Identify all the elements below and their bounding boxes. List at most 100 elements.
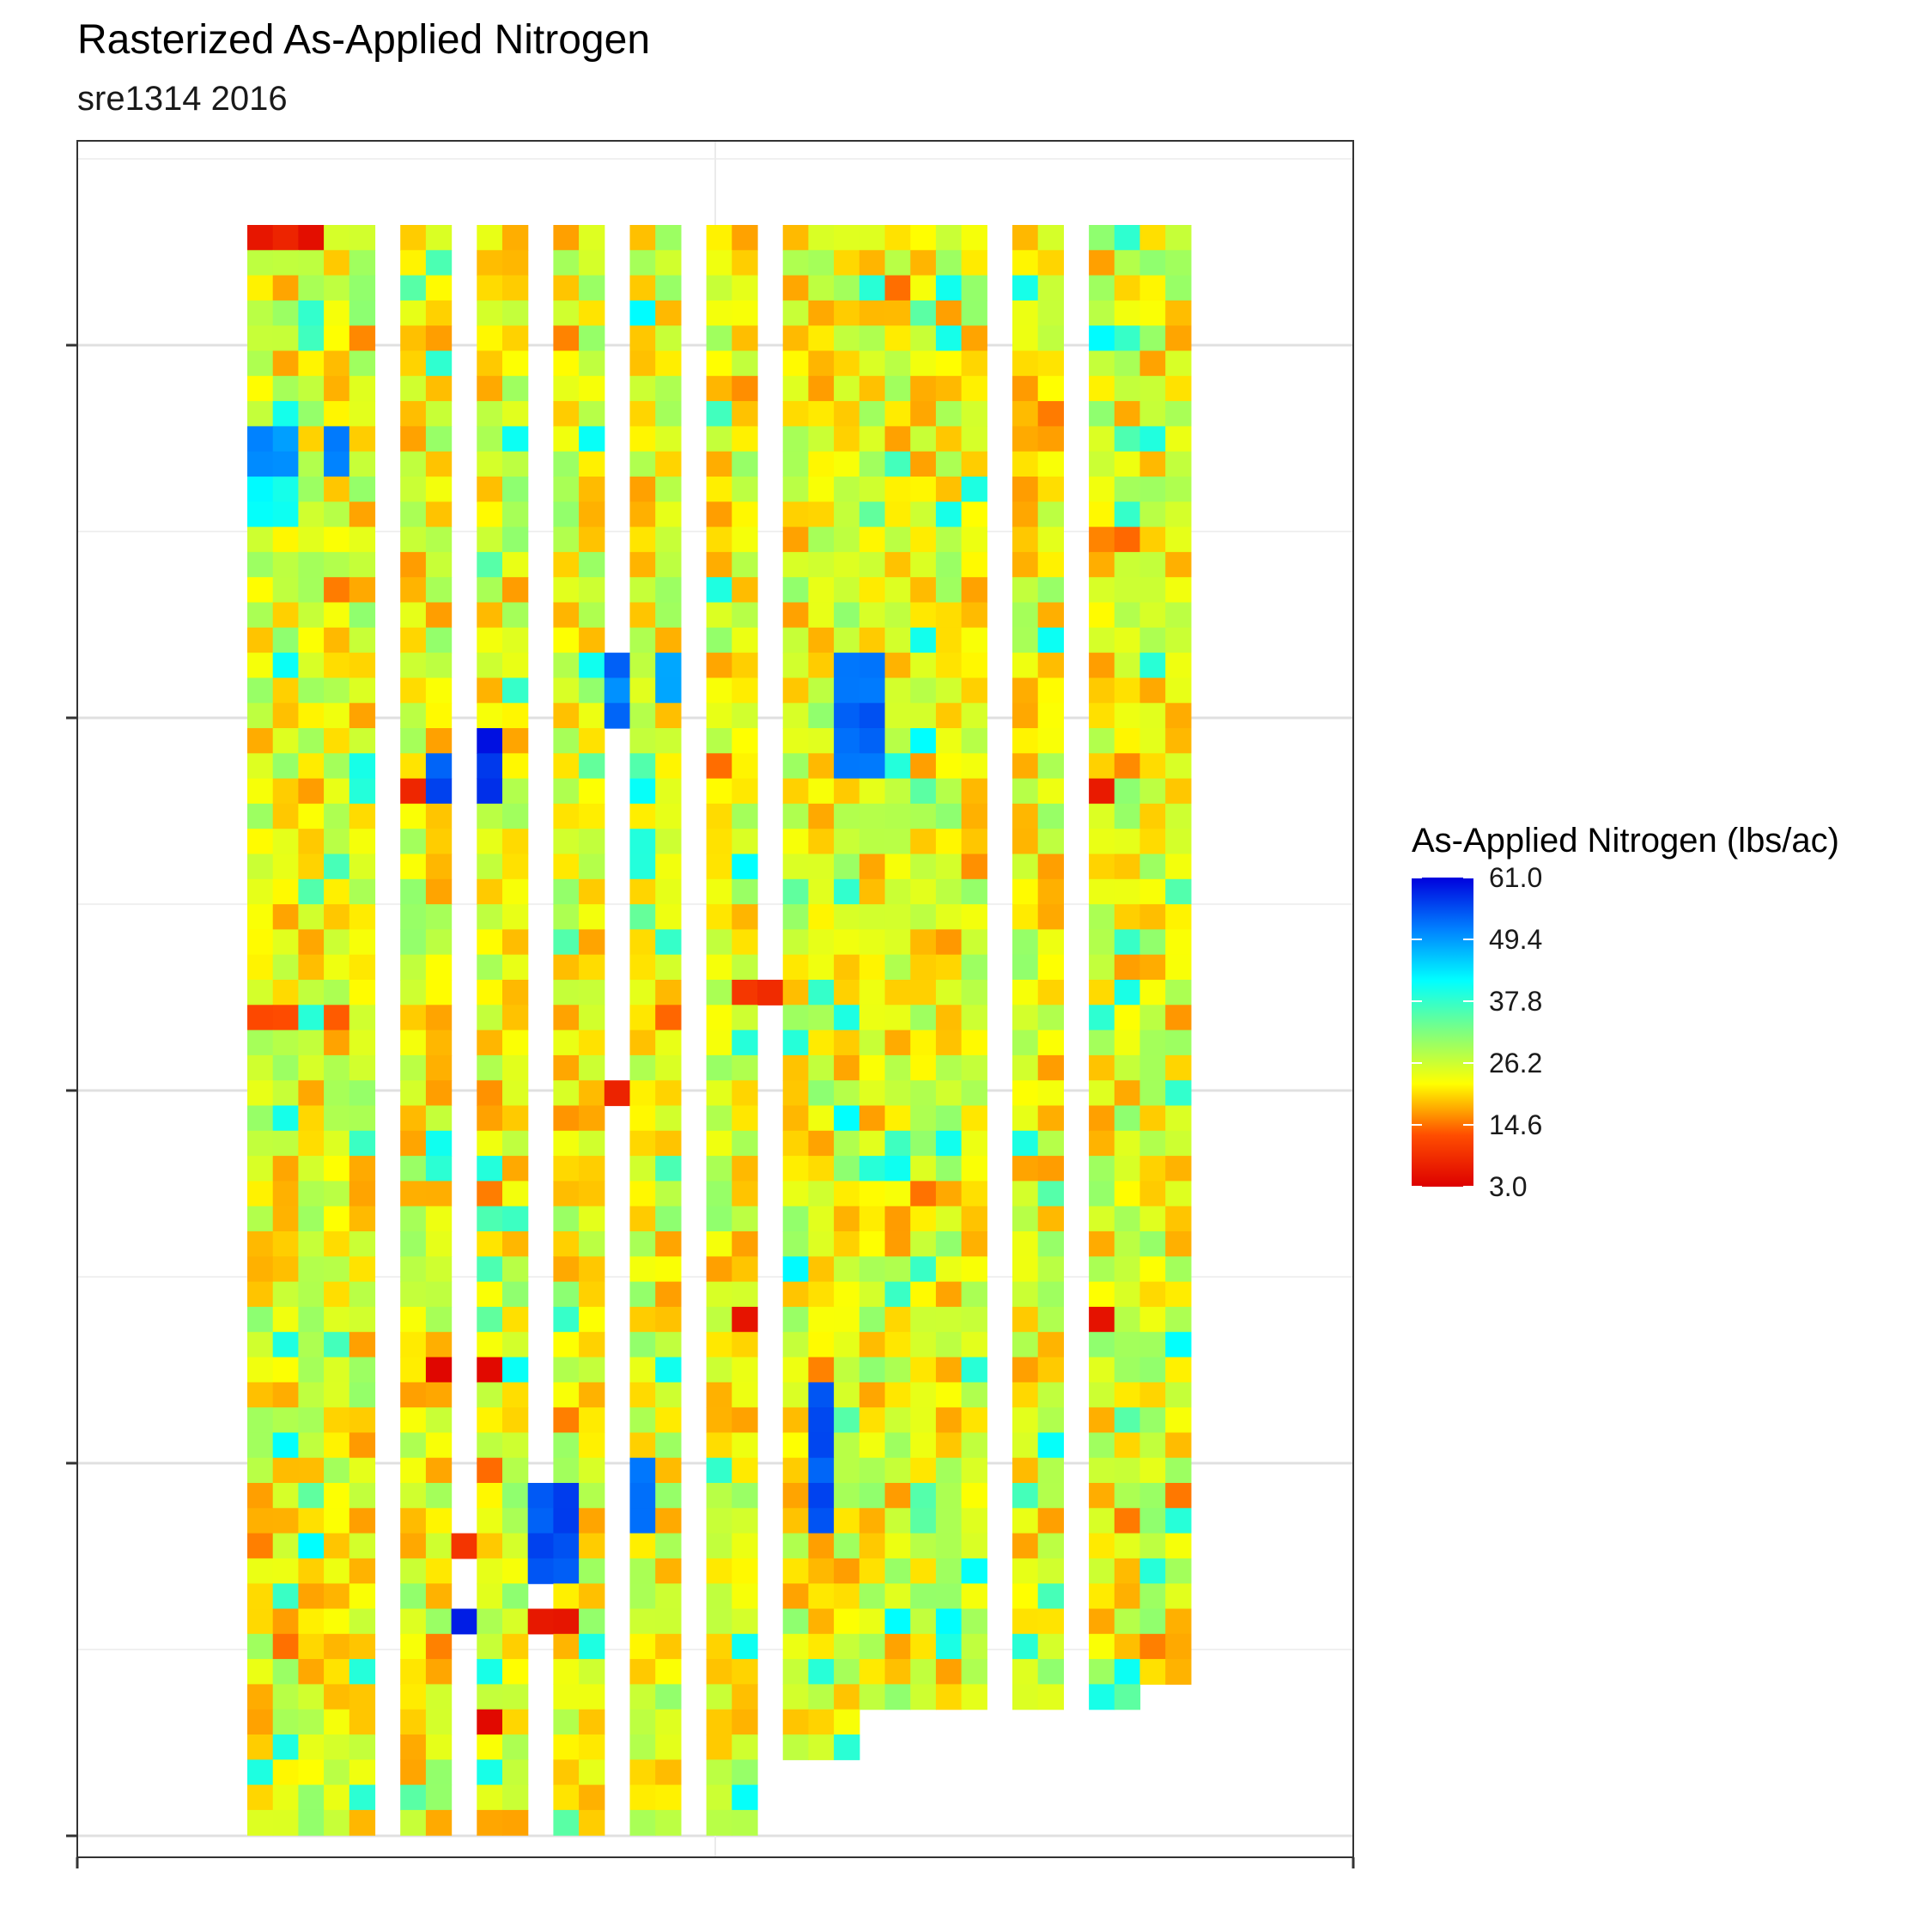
raster-cell (834, 375, 860, 402)
raster-cell (884, 1206, 911, 1232)
raster-cell (477, 1483, 503, 1509)
raster-cell (1012, 350, 1039, 377)
raster-cell (425, 980, 453, 1005)
raster-cell (808, 1583, 835, 1610)
raster-cell (910, 1583, 937, 1610)
raster-cell (400, 1306, 427, 1333)
raster-cell (834, 1231, 860, 1257)
raster-cell (1012, 1684, 1039, 1710)
raster-cell (349, 728, 376, 754)
raster-cell (324, 1633, 350, 1660)
raster-cell (272, 1130, 299, 1157)
raster-cell (1089, 829, 1115, 855)
raster-cell (910, 980, 937, 1005)
raster-cell (298, 275, 325, 301)
raster-cell (1165, 1457, 1192, 1484)
raster-cell (247, 1583, 274, 1610)
raster-cell (502, 1684, 529, 1710)
raster-cell (935, 1281, 963, 1308)
raster-cell (298, 1105, 325, 1132)
raster-cell (859, 1684, 886, 1710)
raster-cell (808, 602, 835, 629)
raster-cell (732, 1633, 758, 1660)
raster-cell (349, 1533, 376, 1559)
raster-cell (782, 1407, 809, 1433)
legend-tick-label: 14.6 (1489, 1109, 1542, 1140)
raster-cell (629, 602, 656, 629)
raster-cell (834, 1080, 860, 1107)
raster-cell (553, 225, 580, 251)
raster-cell (808, 426, 835, 453)
raster-cell (629, 551, 656, 578)
raster-cell (859, 1054, 886, 1081)
raster-cell (579, 350, 605, 377)
raster-cell (579, 627, 605, 653)
raster-cell (272, 1809, 299, 1836)
raster-cell (808, 1105, 835, 1132)
raster-cell (884, 1105, 911, 1132)
raster-cell (859, 602, 886, 629)
raster-cell (1037, 627, 1064, 653)
raster-cell (834, 627, 860, 653)
raster-cell (247, 1281, 274, 1308)
raster-cell (349, 829, 376, 855)
raster-cell (247, 1005, 274, 1031)
raster-cell (1139, 1156, 1166, 1182)
raster-cell (553, 878, 580, 905)
raster-cell (1012, 753, 1039, 780)
raster-cell (349, 1181, 376, 1207)
raster-cell (298, 803, 325, 829)
raster-cell (1012, 577, 1039, 604)
raster-cell (782, 1558, 809, 1584)
raster-cell (1037, 350, 1064, 377)
raster-cell (1139, 1659, 1166, 1685)
raster-cell (732, 1407, 758, 1433)
raster-cell (961, 501, 987, 528)
raster-cell (629, 980, 656, 1005)
raster-cell (298, 753, 325, 780)
raster-cell (961, 627, 987, 653)
raster-cell (782, 1156, 809, 1182)
raster-cell (477, 954, 503, 981)
raster-cell (782, 1483, 809, 1509)
raster-cell (1089, 551, 1115, 578)
raster-cell (324, 451, 350, 477)
raster-cell (732, 1256, 758, 1283)
raster-cell (502, 829, 529, 855)
raster-cell (629, 803, 656, 829)
raster-cell (400, 728, 427, 754)
raster-cell (655, 526, 682, 553)
raster-cell (553, 1659, 580, 1685)
raster-cell (808, 1357, 835, 1383)
raster-cell (655, 1054, 682, 1081)
raster-cell (400, 1633, 427, 1660)
raster-cell (425, 702, 453, 729)
raster-cell (1012, 602, 1039, 629)
raster-cell (629, 325, 656, 352)
raster-cell (247, 1709, 274, 1735)
raster-cell (706, 1457, 732, 1484)
raster-cell (935, 300, 963, 326)
raster-cell (1165, 1130, 1192, 1157)
raster-cell (808, 803, 835, 829)
raster-cell (706, 1508, 732, 1534)
raster-cell (272, 929, 299, 956)
raster-cell (808, 1332, 835, 1358)
raster-cell (477, 401, 503, 427)
raster-cell (502, 1533, 529, 1559)
raster-cell (859, 1659, 886, 1685)
raster-cell (655, 1709, 682, 1735)
raster-cell (400, 225, 427, 251)
raster-cell (400, 577, 427, 604)
raster-cell (859, 980, 886, 1005)
raster-cell (477, 1030, 503, 1056)
raster-cell (324, 1608, 350, 1635)
raster-cell (553, 551, 580, 578)
raster-cell (553, 526, 580, 553)
raster-cell (1089, 677, 1115, 704)
raster-cell (1165, 1281, 1192, 1308)
raster-cell (298, 627, 325, 653)
raster-cell (553, 829, 580, 855)
raster-cell (782, 803, 809, 829)
raster-cell (272, 1181, 299, 1207)
